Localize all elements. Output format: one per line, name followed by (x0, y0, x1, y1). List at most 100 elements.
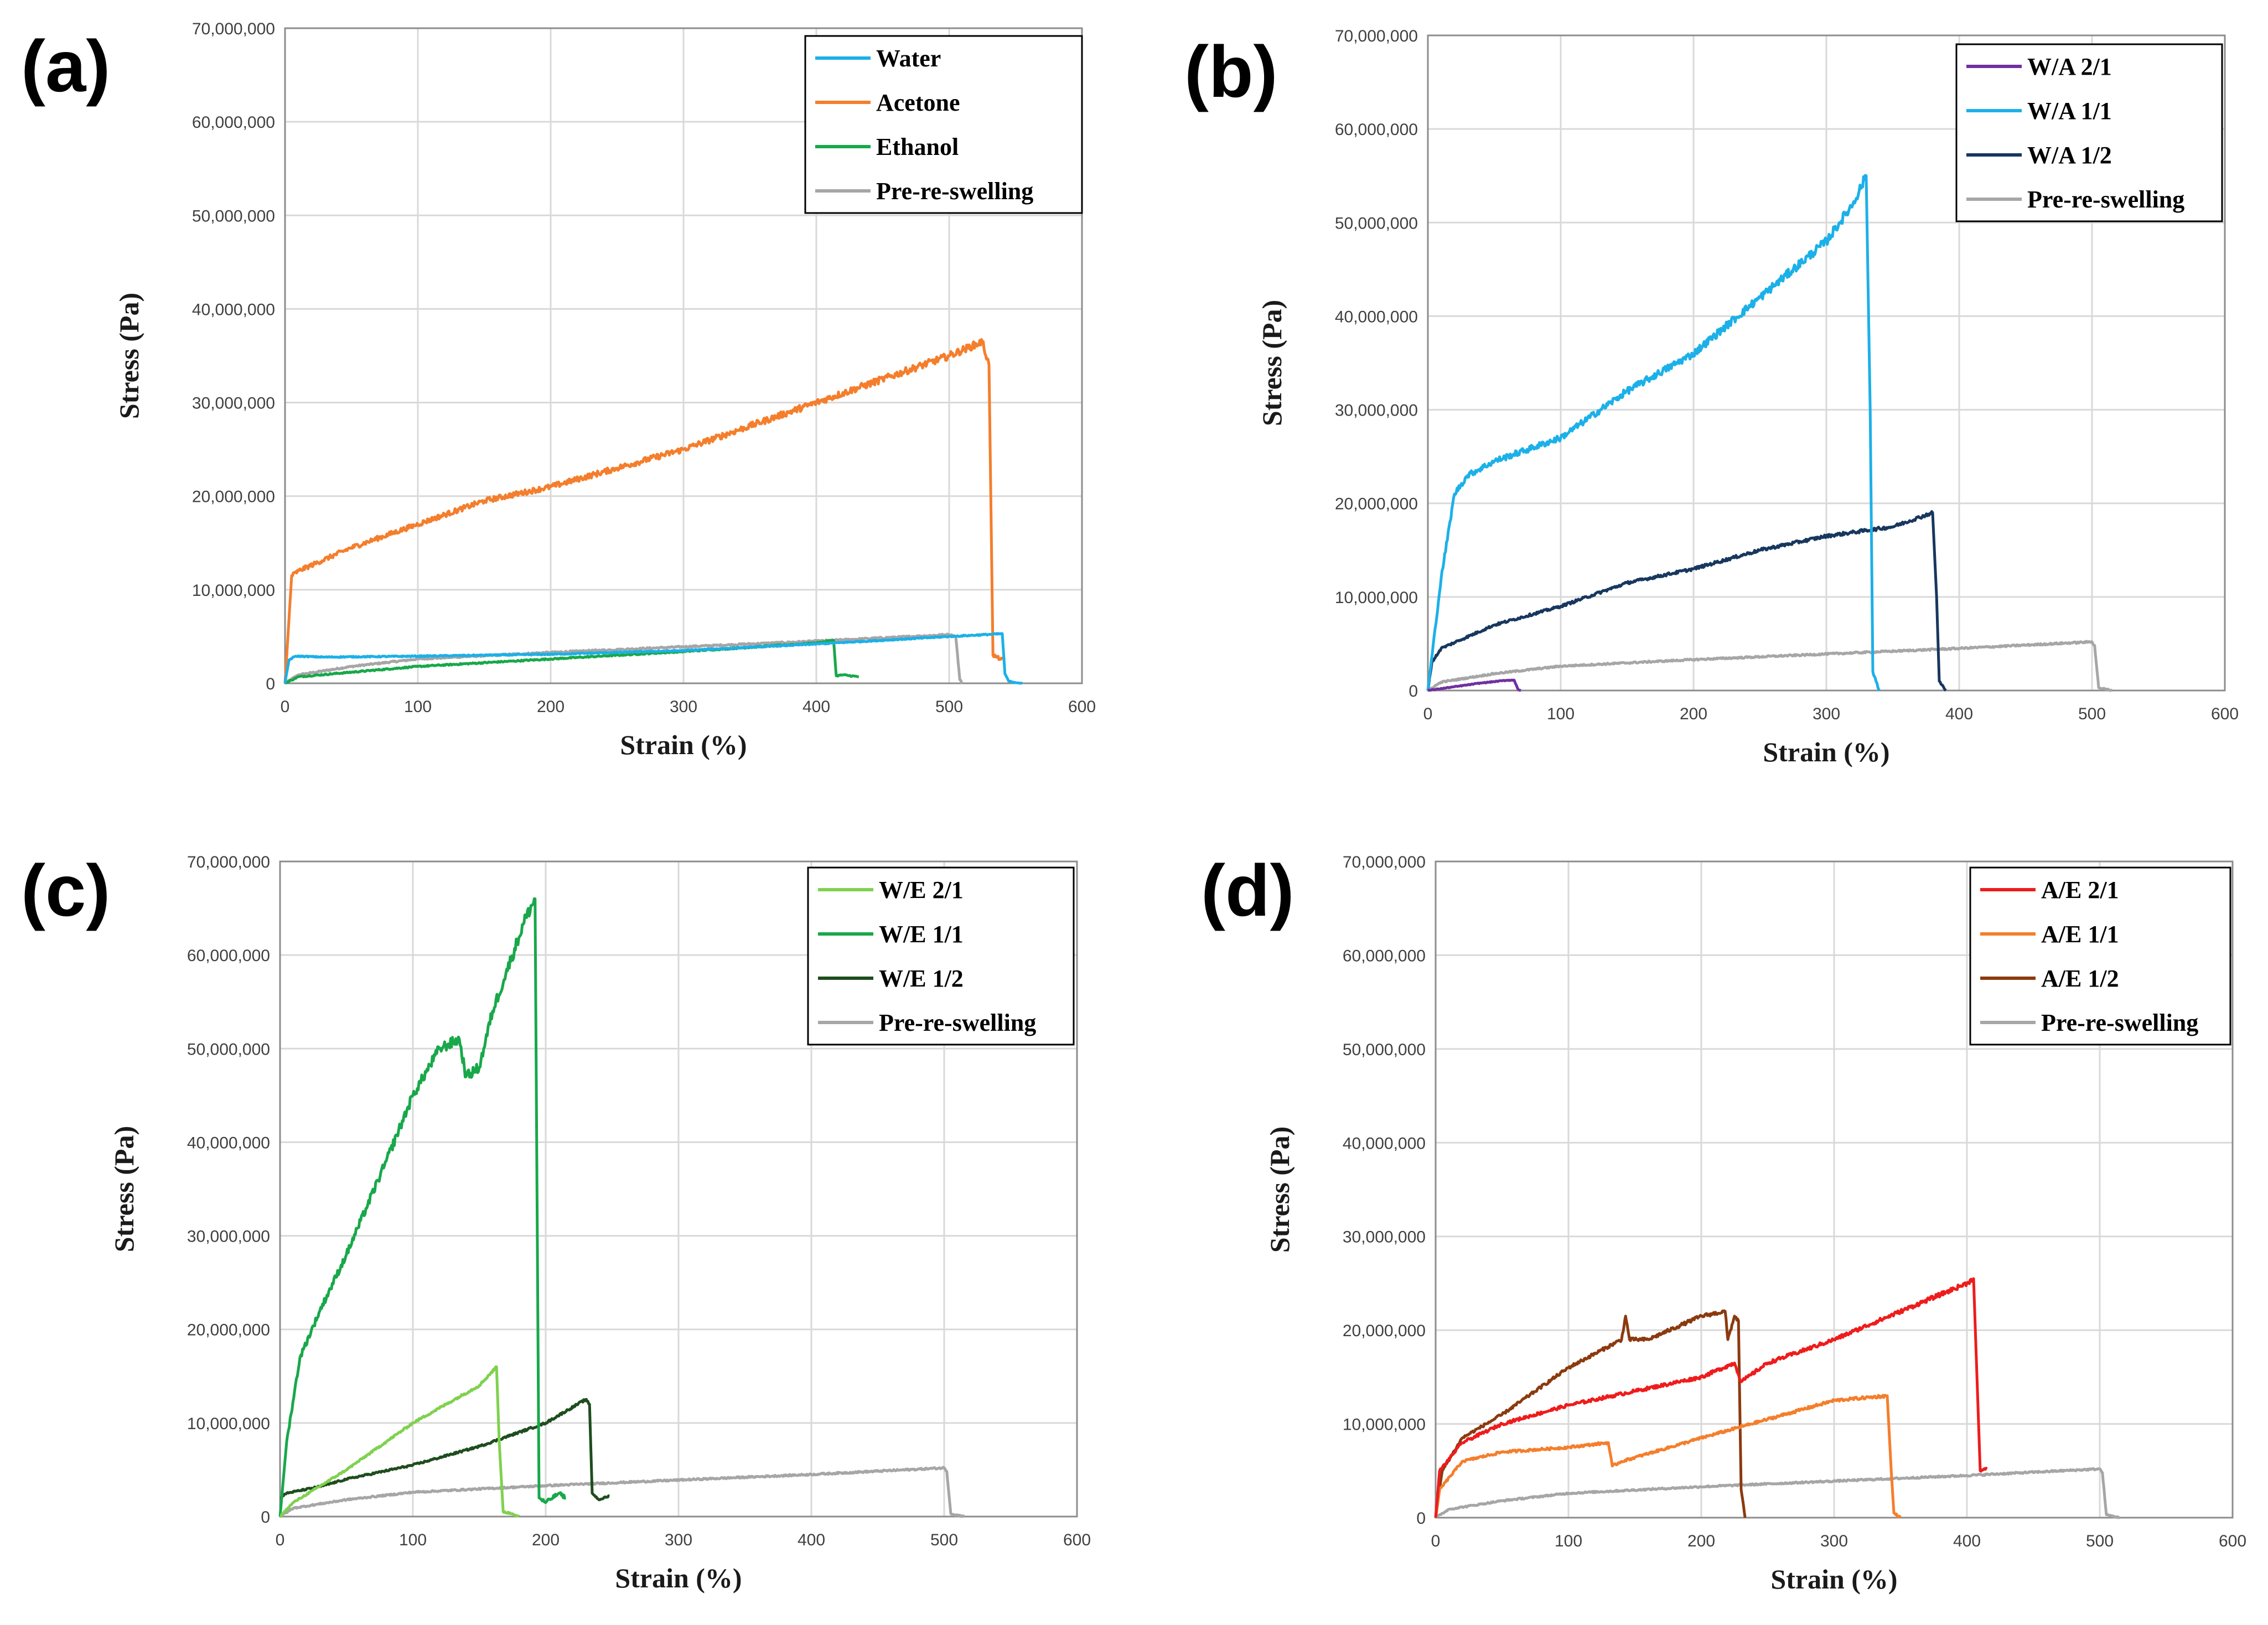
y-tick-label: 40,000,000 (192, 300, 275, 319)
y-tick-label: 20,000,000 (187, 1321, 270, 1340)
x-tick-label: 300 (670, 698, 697, 716)
y-tick-label: 60,000,000 (1343, 947, 1426, 965)
x-tick-label: 100 (399, 1531, 427, 1549)
y-tick-label: 40,000,000 (1343, 1134, 1426, 1152)
series-line-pre-re-swelling (284, 632, 964, 684)
legend-label: W/E 1/1 (879, 921, 964, 948)
series-line-w-a-2-1 (1427, 678, 1521, 692)
y-tick-label: 70,000,000 (187, 853, 270, 871)
y-tick-label: 50,000,000 (187, 1040, 270, 1058)
y-axis-title: Stress (Pa) (113, 293, 144, 419)
x-axis-title: Strain (%) (1763, 736, 1889, 767)
legend-label: Pre-re-swelling (876, 178, 1033, 205)
x-tick-label: 100 (404, 698, 432, 716)
plot-border (1435, 860, 2234, 1519)
x-tick-label: 600 (1063, 1531, 1091, 1549)
legend-label: Pre-re-swelling (879, 1009, 1036, 1036)
legend-label: Acetone (876, 89, 960, 116)
x-tick-label: 0 (276, 1531, 285, 1549)
series-line-w-e-2-1 (279, 1365, 520, 1518)
x-tick-label: 500 (930, 1531, 958, 1549)
x-tick-label: 400 (798, 1531, 825, 1549)
x-tick-label: 600 (2219, 1532, 2246, 1550)
x-tick-label: 400 (802, 698, 830, 716)
y-tick-label: 30,000,000 (192, 394, 275, 413)
y-tick-label: 30,000,000 (1335, 402, 1418, 420)
legend-label: W/E 2/1 (879, 876, 964, 904)
legend-box (807, 866, 1075, 1046)
legend-label: A/E 2/1 (2041, 876, 2119, 904)
y-tick-label: 20,000,000 (1335, 495, 1418, 513)
series-line-w-a-1-1 (1426, 174, 1881, 692)
y-tick-label: 30,000,000 (1343, 1228, 1426, 1247)
y-tick-label: 60,000,000 (1335, 121, 1418, 139)
legend-label: A/E 1/1 (2041, 921, 2119, 948)
y-tick-label: 40,000,000 (187, 1134, 270, 1152)
legend-label: A/E 1/2 (2041, 965, 2119, 992)
x-tick-label: 100 (1547, 705, 1575, 723)
panel-label: (b) (1184, 31, 1278, 112)
legend-box (1955, 43, 2223, 222)
legend: Water Acetone Ethanol Pre-re-swelling (804, 35, 1083, 214)
y-tick-label: 60,000,000 (192, 113, 275, 132)
y-tick-label: 0 (1416, 1509, 1426, 1528)
x-tick-label: 300 (665, 1531, 692, 1549)
panel-label: (a) (21, 25, 110, 107)
chart-panel-2: 0 100 200 300 400 500 600 0 10,000,000 20,000,000… (21, 850, 1091, 1593)
x-tick-label: 600 (2211, 705, 2239, 723)
x-axis-title: Strain (%) (1770, 1564, 1897, 1595)
x-tick-label: 500 (2086, 1532, 2114, 1550)
y-tick-label: 70,000,000 (192, 20, 275, 38)
x-tick-label: 200 (532, 1531, 560, 1549)
legend-label: W/A 1/1 (2027, 97, 2112, 124)
y-axis-title: Stress (Pa) (1264, 1126, 1295, 1253)
series-line-acetone (283, 338, 1004, 684)
legend: A/E 2/1 A/E 1/1 A/E 1/2 Pre-re-swelling (1969, 866, 2231, 1046)
chart-panel-1: 0 100 200 300 400 500 600 0 10,000,000 20,000,000… (1184, 27, 2239, 767)
y-tick-label: 20,000,000 (192, 488, 275, 506)
x-tick-label: 0 (281, 698, 290, 716)
plot-border (279, 860, 1078, 1518)
y-tick-label: 70,000,000 (1335, 27, 1418, 45)
x-axis-title: Strain (%) (615, 1562, 742, 1593)
series-line-w-a-1-2 (1426, 510, 1947, 692)
legend-label: Water (876, 45, 941, 72)
legend-label: W/A 2/1 (2027, 53, 2112, 80)
x-tick-label: 200 (1687, 1532, 1715, 1550)
y-tick-label: 10,000,000 (192, 582, 275, 600)
x-tick-label: 400 (1953, 1532, 1981, 1550)
y-tick-label: 10,000,000 (1335, 589, 1418, 607)
y-tick-label: 0 (266, 675, 275, 693)
series-line-water (283, 632, 1023, 685)
plot-border (284, 27, 1083, 684)
legend-label: W/E 1/2 (879, 965, 964, 992)
legend-label: Ethanol (876, 133, 959, 160)
y-tick-label: 50,000,000 (1343, 1041, 1426, 1059)
legend: W/A 2/1 W/A 1/1 W/A 1/2 Pre-re-swelling (1955, 43, 2223, 222)
y-axis-title: Stress (Pa) (108, 1126, 139, 1252)
legend-label: W/A 1/2 (2027, 142, 2112, 169)
x-tick-label: 400 (1945, 705, 1973, 723)
y-tick-label: 50,000,000 (192, 207, 275, 225)
plot-border (1427, 34, 2226, 692)
x-tick-label: 0 (1431, 1532, 1441, 1550)
legend-label: Pre-re-swelling (2041, 1009, 2198, 1036)
x-tick-label: 300 (1813, 705, 1840, 723)
chart-panel-0: 0 100 200 300 400 500 600 0 10,000,000 20,000,000… (21, 20, 1096, 760)
x-tick-label: 500 (2078, 705, 2106, 723)
y-tick-label: 70,000,000 (1343, 853, 1426, 871)
y-tick-label: 0 (1409, 682, 1418, 700)
legend-label: Pre-re-swelling (2027, 186, 2184, 213)
x-tick-label: 500 (935, 698, 963, 716)
chart-panel-3: 0 100 200 300 400 500 600 0 10,000,000 20,000,000… (1201, 850, 2246, 1595)
panel-label: (c) (21, 850, 110, 931)
x-tick-label: 100 (1555, 1532, 1582, 1550)
y-tick-label: 10,000,000 (1343, 1416, 1426, 1434)
y-axis-title: Stress (Pa) (1256, 300, 1287, 426)
panel-label: (d) (1201, 850, 1294, 931)
series-line-w-e-1-1 (278, 897, 567, 1517)
x-axis-title: Strain (%) (620, 729, 747, 760)
x-tick-label: 300 (1820, 1532, 1848, 1550)
y-tick-label: 20,000,000 (1343, 1322, 1426, 1340)
